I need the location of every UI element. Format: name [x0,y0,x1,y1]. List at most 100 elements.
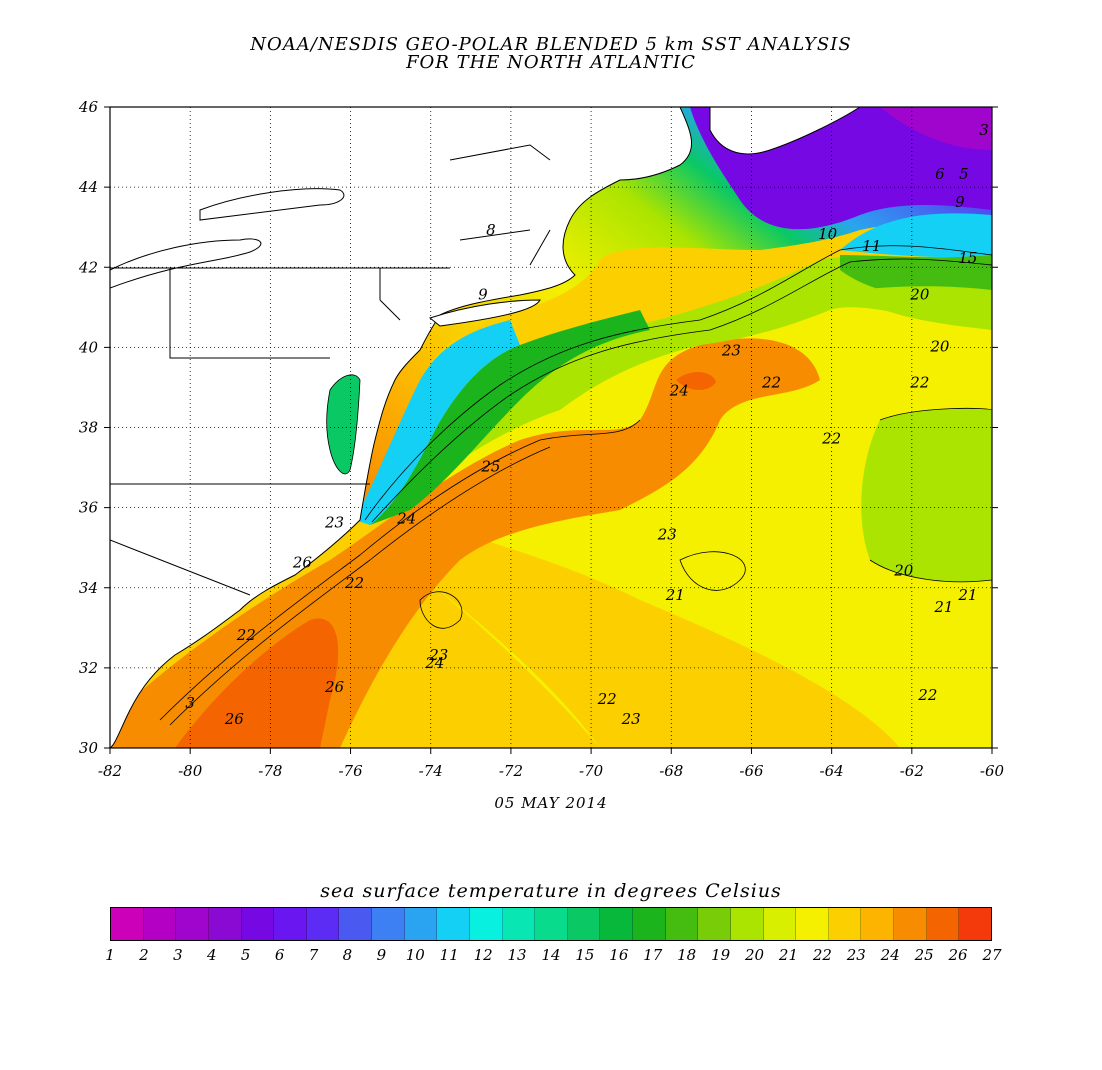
contour-label: 22 [761,373,781,391]
map-title-line1: NOAA/NESDIS GEO-POLAR BLENDED 5 km SST A… [250,34,852,55]
contour-eddy-south [419,591,463,629]
colorbar-label: 3 [173,946,183,964]
colorbar-label: 10 [405,946,425,964]
colorbar-swatch [894,908,927,940]
colorbar-label: 21 [778,946,798,964]
colorbar-label: 11 [439,946,459,964]
x-tick-label: -60 [980,762,1005,780]
colorbar-label: 9 [376,946,387,964]
colorbar-label: 2 [139,946,149,964]
colorbar-label: 15 [575,946,595,964]
contour-label: 26 [292,554,313,572]
colorbar-swatch [600,908,633,940]
x-tick-label: -64 [820,762,844,780]
contour-label: 9 [478,285,488,303]
colorbar-label: 8 [342,946,353,964]
land-long-island [428,299,541,327]
colorbar-label: 4 [206,946,217,964]
contour-eddy-east [869,407,992,583]
colorbar-labels: 1 2 3 4 5 6 7 8 9 10 11 12 13 14 15 16 17 18 19 20 21 22 23 24 2… [105,946,1001,966]
contour-label: 6 [935,165,945,183]
land-chesapeake [326,374,361,475]
colorbar-label: 12 [473,946,493,964]
y-tick-label: 46 [78,98,99,116]
colorbar-swatch [698,908,731,940]
contour-label: 23 [657,526,677,544]
contour-south-wall-2 [169,446,551,726]
colorbar-swatch [567,908,601,940]
colorbar-label: 1 [105,946,115,964]
x-tick-label: -82 [98,762,122,780]
contour-eddy-mid [679,551,746,591]
axis-ticks: -82 -80 -78 -76 -74 -72 -70 -68 -66 -64 -62 -60 46 44… [78,98,1005,780]
colorbar-title: sea surface temperature in degrees Celsi… [320,880,782,902]
colorbar-swatch [111,908,144,940]
contour-label: 22 [344,574,364,592]
sst-region-25c-core [175,618,339,748]
sst-region-24c-eddy [676,371,716,390]
contour-label: 11 [862,237,881,255]
colorbar-label: 18 [677,946,697,964]
contour-label: 23 [324,514,344,532]
colorbar-label: 19 [711,946,731,964]
contour-label: 5 [959,165,969,183]
map-title-line2: FOR THE NORTH ATLANTIC [406,52,696,73]
colorbar-label: 24 [880,946,900,964]
contour-label: 22 [909,373,929,391]
colorbar-label: 5 [240,946,251,964]
colorbar-swatch [469,908,503,940]
contour-label: 21 [665,586,685,604]
contour-label: 20 [893,562,914,580]
colorbar-swatch [828,908,862,940]
y-tick-label: 38 [79,419,98,437]
colorbar-swatch [730,908,764,940]
x-tick-label: -76 [338,762,363,780]
contour-label: 24 [396,510,416,528]
x-tick-label: -62 [900,762,924,780]
colorbar-swatch [796,908,829,940]
colorbar-swatch [372,908,405,940]
sst-region-22c [400,520,900,748]
contour-label: 23 [621,710,641,728]
analysis-date: 05 MAY 2014 [494,794,608,812]
y-tick-label: 32 [79,659,98,677]
contour-label: 9 [955,193,965,211]
colorbar-swatch [633,908,666,940]
land-lakes [110,188,345,289]
y-tick-label: 30 [79,739,99,757]
colorbar-swatch [404,908,438,940]
contour-label: 15 [958,249,977,267]
contour-label: 21 [933,598,953,616]
colorbar-swatch [176,908,209,940]
contour-label: 26 [224,710,245,728]
colorbar-label: 16 [609,946,629,964]
contour-label: 24 [424,654,444,672]
colorbar-swatch [926,908,960,940]
contour-label: 22 [821,430,841,448]
sst-region-16c [370,310,650,525]
x-tick-label: -78 [258,762,282,780]
y-tick-label: 42 [78,258,98,276]
colorbar-label: 13 [507,946,527,964]
contour-label: 20 [929,337,950,355]
colorbar-label: 25 [914,946,934,964]
colorbar-swatch [535,908,568,940]
colorbar-label: 7 [308,946,319,964]
sst-region-3c [880,107,992,150]
colorbar-label: 6 [274,946,285,964]
x-tick-label: -80 [178,762,203,780]
colorbar-label: 17 [643,946,663,964]
colorbar-swatch [143,908,177,940]
colorbar-swatch [861,908,894,940]
contour-label: 25 [480,458,500,476]
x-tick-label: -70 [579,762,604,780]
colorbar-label: 14 [541,946,561,964]
contour-label: 23 [428,646,448,664]
x-tick-label: -66 [739,762,764,780]
x-tick-label: -68 [659,762,683,780]
contour-lines [159,245,992,726]
contour-label: 22 [597,690,617,708]
contour-label: 22 [917,686,937,704]
